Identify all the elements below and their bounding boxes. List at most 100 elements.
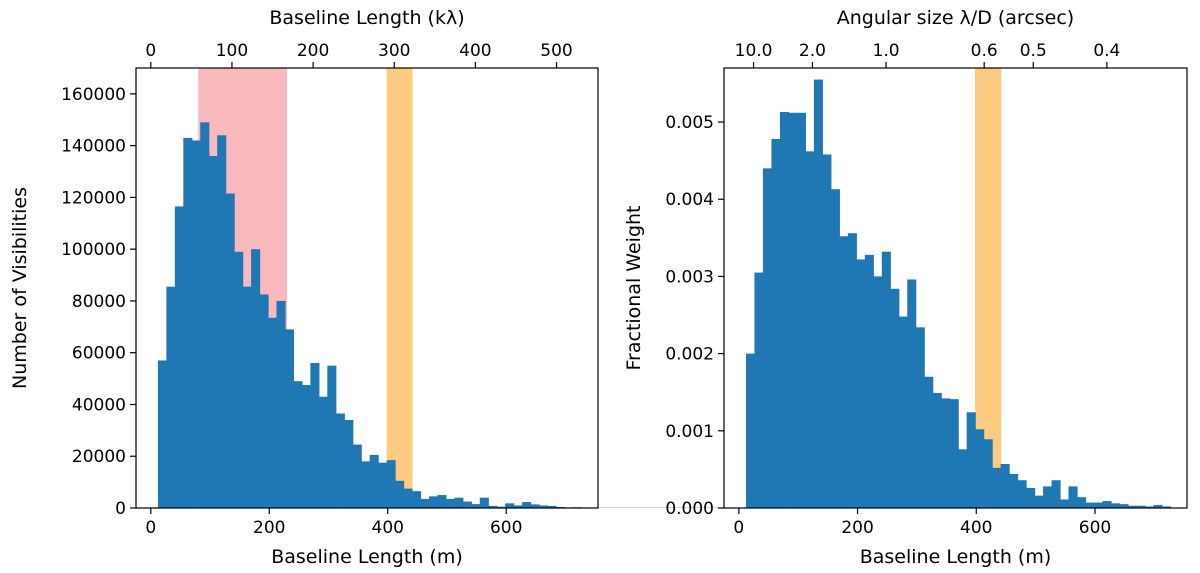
histogram-bar: [174, 206, 184, 508]
x-tick-label: 200: [841, 518, 873, 538]
x-axis-label: Baseline Length (m): [860, 546, 1052, 568]
histogram-bar: [915, 327, 925, 508]
top-tick-label: 0.5: [1020, 41, 1047, 61]
histogram-bar: [898, 316, 908, 508]
x-tick-label: 0: [145, 518, 156, 538]
top-tick-label: 0.6: [971, 41, 998, 61]
x-tick-label: 200: [253, 518, 285, 538]
histogram-bar: [530, 504, 540, 508]
histogram-bar: [462, 501, 472, 508]
y-tick-label: 40000: [72, 395, 126, 415]
histogram-bar: [805, 151, 815, 509]
histogram-bar: [276, 300, 286, 508]
histogram-bar: [1085, 502, 1095, 508]
histogram-bar: [539, 505, 549, 508]
histogram-bar: [412, 491, 422, 508]
histogram-bar: [386, 460, 396, 508]
histogram-bar: [975, 429, 985, 508]
x-tick-label: 400: [372, 518, 404, 538]
histogram-bar: [1153, 504, 1163, 508]
shaded-region-1: [386, 68, 413, 508]
histogram-bar: [1043, 486, 1053, 508]
histogram-bar: [479, 497, 489, 508]
histogram-bar: [941, 398, 951, 508]
y-axis-label: Fractional Weight: [623, 206, 645, 371]
histogram-bar: [513, 505, 523, 508]
y-tick-label: 0.000: [665, 499, 714, 519]
histogram-bar: [471, 504, 481, 508]
top-axis-label: Baseline Length (kλ): [269, 7, 464, 29]
histogram-bar: [1068, 486, 1078, 508]
x-tick-label: 400: [960, 518, 992, 538]
histogram-bar: [268, 317, 278, 508]
y-tick-label: 120000: [61, 188, 126, 208]
y-tick-label: 140000: [61, 137, 126, 157]
histogram-bar: [437, 495, 447, 508]
histogram-bar: [864, 254, 874, 508]
histogram-bar: [771, 139, 781, 508]
histogram-bar: [200, 122, 210, 509]
histogram-bar: [352, 444, 362, 508]
histogram-bar: [488, 505, 498, 508]
histogram-bar: [183, 137, 193, 508]
x-tick-label: 0: [733, 518, 744, 538]
histogram-bars: [745, 79, 1171, 509]
histogram-bar: [1161, 506, 1171, 508]
histogram-bar: [522, 502, 532, 508]
histogram-bar: [191, 140, 201, 508]
histogram-bar: [428, 496, 439, 508]
histogram-bar: [1127, 505, 1138, 508]
histogram-bar: [1009, 474, 1019, 508]
y-axis-label: Number of Visibilities: [9, 187, 31, 389]
histogram-bar: [1034, 495, 1044, 508]
histogram-bar: [1119, 504, 1129, 508]
histogram-bar: [1026, 487, 1036, 508]
histogram-bar: [1017, 480, 1027, 508]
top-tick-label: 200: [297, 41, 329, 61]
histogram-bar: [779, 112, 790, 508]
histogram-bar: [992, 467, 1002, 508]
histogram-bar: [259, 294, 269, 508]
histogram-bar: [496, 506, 506, 508]
histogram-bar: [445, 498, 455, 508]
chart-panel-left: 0 200 400 600020000400006000080000100000120…: [9, 7, 1040, 568]
histogram-bar: [796, 112, 806, 509]
histogram-bar: [754, 272, 764, 508]
histogram-bar: [454, 497, 464, 508]
y-tick-label: 0.003: [665, 267, 714, 287]
histogram-bar: [1093, 502, 1104, 508]
top-tick-label: 100: [216, 41, 248, 61]
histogram-bar: [966, 412, 976, 508]
y-tick-label: 100000: [61, 240, 126, 260]
histogram-bar: [344, 420, 354, 508]
histogram-bar: [847, 233, 857, 508]
y-tick-label: 160000: [61, 85, 126, 105]
top-axis-label: Angular size λ/D (arcsec): [837, 7, 1074, 29]
x-tick-label: 600: [1079, 518, 1111, 538]
histogram-bar: [166, 286, 176, 508]
histogram-bar: [1144, 506, 1155, 508]
axes-frame: [135, 67, 599, 509]
histogram-bar: [547, 505, 557, 508]
histogram-bar: [378, 462, 388, 508]
y-tick-label: 80000: [72, 292, 126, 312]
axes-frame: [723, 67, 1188, 509]
x-tick-label: 600: [490, 518, 522, 538]
chart-panel-right: 0 200 400 600 0.000 0.001 0.002 0.003 0.004 0.005…: [623, 7, 1188, 568]
histogram-bar: [217, 135, 227, 508]
top-tick-label: 1.0: [873, 41, 900, 61]
histogram-bar: [873, 276, 883, 508]
histogram-bar: [208, 156, 218, 508]
top-tick-label: 0: [145, 41, 156, 61]
histogram-bar: [881, 251, 891, 508]
histogram-bar: [1102, 501, 1112, 508]
histogram-bar: [839, 236, 849, 508]
histogram-bar: [335, 413, 345, 508]
histogram-bar: [958, 449, 968, 508]
histogram-bar: [403, 488, 413, 508]
y-tick-label: 0: [115, 499, 126, 519]
histogram-bar: [420, 498, 430, 508]
histogram-bar: [293, 381, 303, 508]
histogram-bar: [361, 461, 371, 508]
